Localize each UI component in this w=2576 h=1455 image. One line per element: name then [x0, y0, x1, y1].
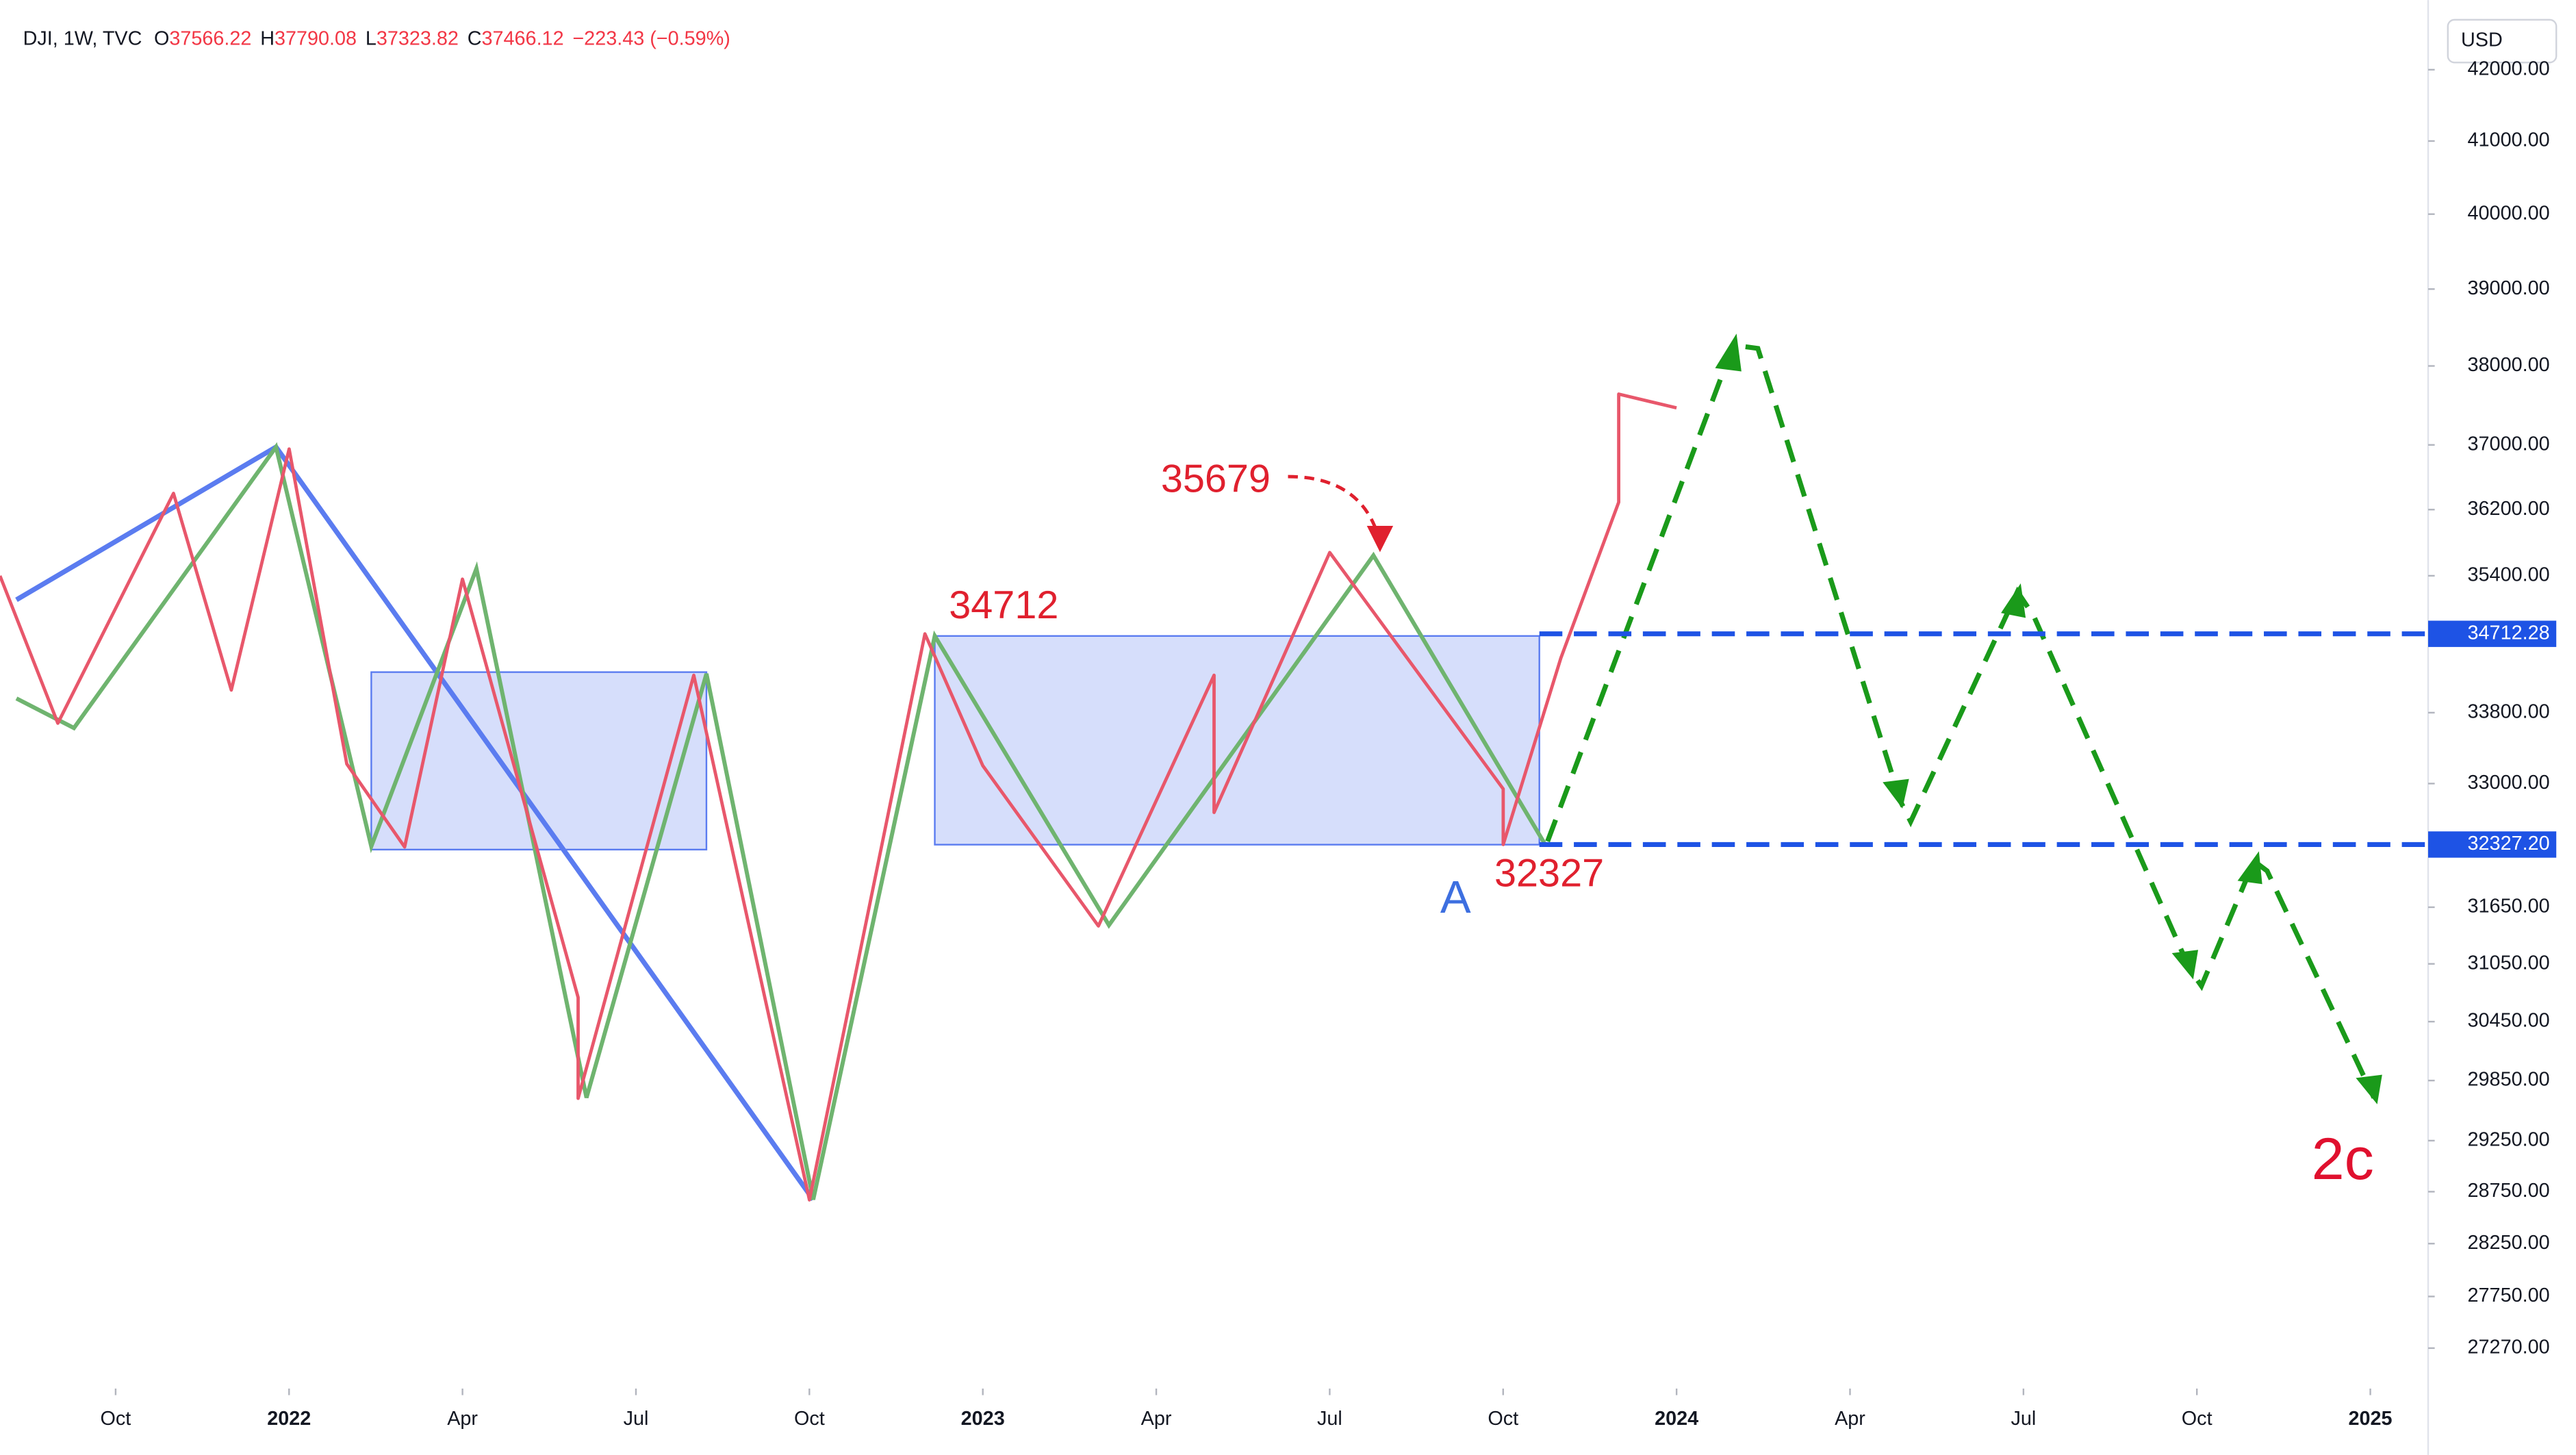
label: C — [468, 27, 482, 49]
y-tick-label: 35400.00 — [2468, 564, 2550, 585]
level-tag — [2428, 620, 2557, 647]
y-tick-label: 40000.00 — [2468, 202, 2550, 224]
level-label: 34712.28 — [2468, 622, 2550, 644]
price-line — [0, 392, 1677, 1202]
level-label: 32327.20 — [2468, 833, 2550, 855]
y-tick-label: 33800.00 — [2468, 700, 2550, 722]
x-tick-label: Oct — [2182, 1408, 2212, 1430]
y-tick-label: 39000.00 — [2468, 277, 2550, 299]
x-tick-label: Apr — [447, 1408, 478, 1430]
currency: USD — [2461, 29, 2503, 51]
x-tick-label: Oct — [1488, 1408, 1518, 1430]
x-tick-label: 2023 — [961, 1408, 1005, 1430]
legend-header: DJI, 1W, TVC O37566.22 H37790.08 L37323.… — [23, 27, 730, 49]
y-tick-label: 28750.00 — [2468, 1180, 2550, 1202]
value: 37566.22 — [169, 27, 251, 49]
x-tick-label: Oct — [794, 1408, 825, 1430]
level-tag — [2428, 831, 2557, 858]
value: 37323.82 — [377, 27, 459, 49]
x-tick-label: Jul — [624, 1408, 649, 1430]
label: L — [366, 27, 377, 49]
y-tick-label: 31050.00 — [2468, 952, 2550, 974]
y-tick-label: 31650.00 — [2468, 896, 2550, 918]
label: O — [154, 27, 169, 49]
x-tick-label: Apr — [1835, 1408, 1865, 1430]
change: −223.43 (−0.59%) — [572, 27, 730, 49]
range-box — [934, 635, 1540, 846]
zigzag — [15, 442, 1546, 1200]
y-tick-label: 42000.00 — [2468, 58, 2550, 79]
x-tick-label: Oct — [101, 1408, 131, 1430]
y-tick-label: 30450.00 — [2468, 1010, 2550, 1032]
y-tick-label: 41000.00 — [2468, 129, 2550, 151]
x-tick-label: 2024 — [1655, 1408, 1698, 1430]
value: 37466.12 — [482, 27, 564, 49]
x-tick-label: 2022 — [267, 1408, 311, 1430]
y-tick-label: 29250.00 — [2468, 1128, 2550, 1150]
y-tick-label: 27750.00 — [2468, 1285, 2550, 1306]
x-tick-label: Jul — [1317, 1408, 1342, 1430]
y-tick-label: 37000.00 — [2468, 433, 2550, 455]
y-tick-label: 28250.00 — [2468, 1232, 2550, 1254]
annotation: 34712 — [949, 583, 1058, 627]
label: H — [260, 27, 275, 49]
y-tick-label: 33000.00 — [2468, 772, 2550, 794]
callout-arrow-head — [1366, 526, 1394, 553]
currency-button[interactable] — [2447, 18, 2558, 64]
x-tick-label: 2025 — [2349, 1408, 2393, 1430]
value: 37790.08 — [275, 27, 357, 49]
y-tick-label: 27270.00 — [2468, 1337, 2550, 1358]
symbol: DJI, 1W, TVC — [23, 27, 142, 49]
x-tick-label: Apr — [1141, 1408, 1172, 1430]
annotation: 2c — [2312, 1126, 2374, 1192]
arrow-heads — [1715, 333, 2382, 1104]
x-tick-label: Jul — [2011, 1408, 2036, 1430]
y-tick-label: 29850.00 — [2468, 1069, 2550, 1091]
annotation: A — [1440, 872, 1471, 923]
y-tick-label: 38000.00 — [2468, 354, 2550, 376]
annotation: 35679 — [1161, 457, 1271, 501]
y-tick-label: 36200.00 — [2468, 498, 2550, 520]
annotation: 32327 — [1494, 851, 1604, 895]
